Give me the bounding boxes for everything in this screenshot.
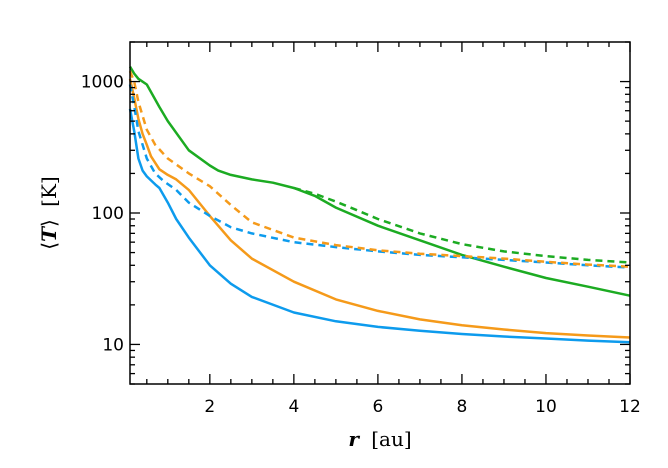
x-axis-label-unit: [au] — [371, 427, 411, 451]
y-tick-label: 1000 — [81, 73, 124, 93]
series-line-2-solid — [128, 78, 631, 339]
x-axis-label: r [au] — [348, 427, 411, 451]
y-axis-label-close: ⟩ — [37, 219, 61, 227]
y-tick-label: 100 — [92, 204, 124, 224]
series-line-3-solid — [128, 65, 631, 297]
x-tick-label: 6 — [372, 397, 383, 417]
y-axis-label: ⟨T⟩ [K] — [37, 176, 61, 249]
series-line-1-solid — [128, 108, 631, 344]
series-layer — [128, 65, 631, 344]
x-axis-label-var: r — [348, 427, 360, 451]
series-line-4-dashed — [128, 84, 631, 269]
y-axis-label-open: ⟨ — [37, 242, 61, 250]
y-axis-label-unit: [K] — [37, 176, 61, 207]
y-tick-label: 10 — [102, 335, 124, 355]
x-tick-label: 2 — [204, 397, 215, 417]
series-line-5-dashed — [128, 70, 631, 268]
x-tick-label: 12 — [619, 397, 641, 417]
y-axis-label-var: T — [37, 225, 61, 242]
x-tick-label: 10 — [535, 397, 557, 417]
x-tick-label: 4 — [288, 397, 299, 417]
plot-frame — [129, 41, 631, 385]
ticks-layer: 2 4 6 8 10 12 10 100 1000 — [81, 41, 641, 417]
x-tick-label: 8 — [457, 397, 468, 417]
series-line-6-dashed — [293, 186, 631, 264]
